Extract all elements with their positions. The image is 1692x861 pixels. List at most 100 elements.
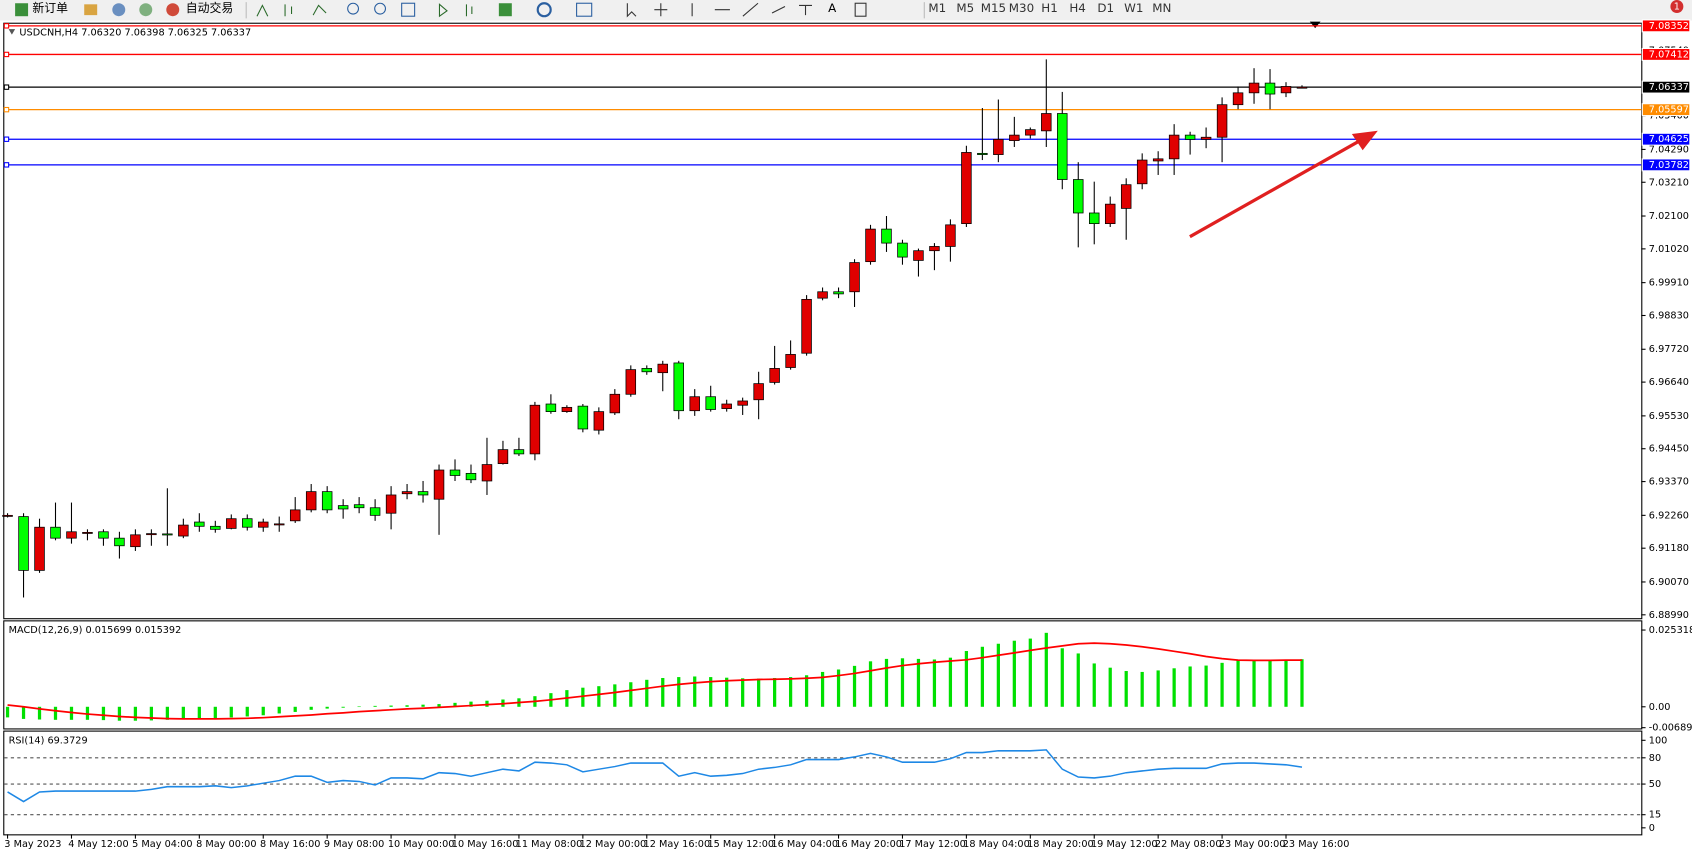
candle-body bbox=[34, 526, 45, 571]
macd-bar bbox=[293, 706, 297, 712]
candle-body bbox=[337, 505, 349, 510]
candle-body bbox=[258, 521, 269, 528]
macd-bar bbox=[405, 705, 409, 707]
timeframe-button[interactable]: W1 bbox=[1124, 1, 1143, 15]
timeframe-button[interactable]: M1 bbox=[928, 1, 946, 15]
x-tick-label: 16 May 04:00 bbox=[771, 839, 838, 850]
timeframe-button[interactable]: M15 bbox=[981, 1, 1006, 15]
candle-body bbox=[881, 228, 892, 244]
zoom-in[interactable] bbox=[347, 2, 360, 15]
timeframe-button[interactable]: D1 bbox=[1097, 1, 1114, 15]
candle-body bbox=[737, 400, 748, 406]
macd-signal bbox=[7, 642, 1302, 720]
macd-bar bbox=[1284, 659, 1288, 707]
macd-bar bbox=[469, 701, 473, 707]
timeframe-button[interactable]: H4 bbox=[1069, 1, 1085, 15]
candle-body bbox=[625, 369, 637, 395]
macd-bar bbox=[437, 704, 441, 707]
candle-body bbox=[497, 449, 509, 465]
x-tick-label: 11 May 08:00 bbox=[516, 839, 583, 850]
y-tick-label: 6.94450 bbox=[1649, 444, 1689, 455]
indicators[interactable] bbox=[498, 3, 512, 17]
notification-count: 1 bbox=[1674, 1, 1680, 12]
x-tick-label: 8 May 16:00 bbox=[260, 839, 320, 850]
candle-body bbox=[1280, 86, 1292, 94]
macd-bar bbox=[1012, 640, 1016, 707]
candle-body bbox=[401, 491, 413, 495]
y-tick-label: 80 bbox=[1649, 753, 1661, 764]
line-handle bbox=[3, 51, 10, 58]
trend-arrow bbox=[1189, 130, 1378, 239]
line-handle bbox=[3, 162, 10, 168]
macd-bar bbox=[661, 677, 665, 707]
timeframe-button[interactable]: H1 bbox=[1041, 1, 1057, 15]
candle-body bbox=[849, 262, 860, 293]
y-tick-label: 0.00 bbox=[1649, 702, 1671, 713]
x-tick-label: 17 May 12:00 bbox=[899, 839, 966, 850]
notification-badge[interactable] bbox=[1670, 0, 1684, 13]
tile-windows[interactable] bbox=[401, 2, 416, 17]
macd-bar bbox=[788, 677, 793, 707]
rsi-line bbox=[7, 749, 1303, 803]
chart-type-icons[interactable] bbox=[256, 4, 327, 17]
templates[interactable] bbox=[576, 2, 593, 17]
candle-body bbox=[465, 472, 477, 481]
price-label-box bbox=[1641, 158, 1691, 172]
candle-body bbox=[1104, 203, 1116, 225]
timeframe-button[interactable]: M5 bbox=[956, 1, 974, 15]
text-tool[interactable]: A bbox=[828, 1, 837, 15]
y-tick-label: 15 bbox=[1649, 810, 1661, 821]
plot: 7.075407.054007.042907.032107.021007.010… bbox=[2, 19, 1692, 850]
pane-title: USDCNH,H4 7.06320 7.06398 7.06325 7.0633… bbox=[19, 27, 251, 38]
macd-bar bbox=[21, 706, 26, 719]
auto-trading-icon[interactable] bbox=[166, 3, 180, 17]
tool-icon[interactable] bbox=[112, 3, 126, 17]
timeframe-button[interactable]: MN bbox=[1152, 1, 1171, 15]
price-label: 7.06337 bbox=[1649, 82, 1689, 93]
macd-bar bbox=[373, 705, 377, 707]
macd-bar bbox=[1204, 665, 1208, 707]
candle-body bbox=[721, 403, 732, 409]
candle-body bbox=[417, 491, 429, 496]
y-tick-label: 7.02100 bbox=[1649, 211, 1689, 222]
candle-body bbox=[929, 246, 940, 252]
pane-title: RSI(14) 69.3729 bbox=[9, 735, 88, 746]
label-tool[interactable] bbox=[854, 2, 867, 17]
zoom-out[interactable] bbox=[374, 2, 387, 15]
line-handle bbox=[3, 23, 10, 29]
macd-bar bbox=[149, 706, 154, 721]
candle-body bbox=[577, 405, 589, 430]
auto-trading-button[interactable]: 自动交易 bbox=[186, 1, 233, 15]
candle-body bbox=[769, 368, 780, 383]
candle-body bbox=[545, 403, 557, 412]
macd-bar bbox=[261, 706, 265, 716]
y-tick-label: 6.93370 bbox=[1649, 477, 1689, 488]
tool-icon[interactable] bbox=[139, 3, 153, 17]
candle-body bbox=[1025, 129, 1036, 136]
candle-body bbox=[146, 533, 157, 536]
macd-bar bbox=[245, 706, 249, 717]
drawing-tools[interactable] bbox=[626, 2, 812, 18]
tool-icon[interactable] bbox=[84, 4, 98, 16]
timeframe-button[interactable]: M30 bbox=[1009, 1, 1034, 15]
candle-body bbox=[385, 494, 397, 514]
y-tick-label: 0 bbox=[1649, 823, 1655, 834]
price-label-box bbox=[1641, 19, 1691, 33]
y-tick-label: 6.90070 bbox=[1649, 577, 1689, 588]
chart-shift-marker[interactable] bbox=[1309, 21, 1321, 29]
new-order-icon[interactable] bbox=[15, 3, 29, 17]
candle-body bbox=[1232, 92, 1244, 106]
macd-bar bbox=[1028, 638, 1032, 707]
scroll-icons[interactable] bbox=[438, 3, 473, 18]
macd-bar bbox=[117, 706, 122, 721]
periods[interactable] bbox=[536, 2, 552, 18]
y-tick-label: 100 bbox=[1649, 735, 1668, 746]
candle-body bbox=[1216, 104, 1228, 138]
macd-bar bbox=[932, 659, 937, 707]
macd-bar bbox=[852, 665, 857, 707]
price-label: 7.07412 bbox=[1649, 49, 1689, 60]
new-order-button[interactable]: 新订单 bbox=[32, 1, 68, 15]
candle-body bbox=[2, 514, 13, 517]
